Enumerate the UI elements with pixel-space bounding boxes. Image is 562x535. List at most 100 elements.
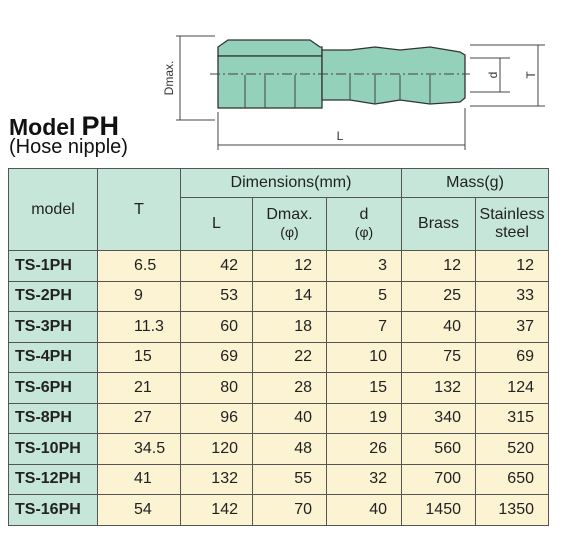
title: Model PH [9,111,119,142]
table-row: TS-6PH 21 80 28 15 132 124 [8,372,549,404]
diagram: Dmax. L d T [162,35,545,150]
title-model: PH [81,111,119,141]
model-cell: TS-8PH [8,402,98,434]
value-cell: 1450 [401,494,476,526]
value-cell: 40 [252,402,327,434]
table-row: TS-12PH 41 132 55 32 700 650 [8,463,549,495]
value-cell: 22 [252,341,327,373]
value-cell: 26 [326,433,402,465]
header-t: T [97,168,181,251]
value-cell: 132 [180,463,253,495]
value-cell: 75 [401,341,476,373]
value-cell: 55 [252,463,327,495]
value-cell: 15 [326,372,402,404]
header-dmax: Dmax. (φ) [252,197,327,251]
value-cell: 19 [326,402,402,434]
value-cell: 42 [180,250,253,282]
header-stainless: Stainless steel [475,197,549,251]
value-cell: 69 [475,341,549,373]
value-cell: 40 [326,494,402,526]
model-cell: TS-1PH [8,250,98,282]
value-cell: 520 [475,433,549,465]
value-cell: 7 [326,311,402,343]
value-cell: 53 [180,280,253,312]
header-l: L [180,197,253,251]
value-cell: 34.5 [97,433,181,465]
header-mass: Mass(g) [401,168,549,198]
value-cell: 12 [252,250,327,282]
detail-lines [210,73,470,108]
nipple-drawing [217,39,466,109]
value-cell: 6.5 [97,250,181,282]
value-cell: 124 [475,372,549,404]
value-cell: 120 [180,433,253,465]
value-cell: 1350 [475,494,549,526]
table-row: TS-3PH 11.3 60 18 7 40 37 [8,311,549,343]
value-cell: 14 [252,280,327,312]
header-text: d [359,206,369,223]
model-cell: TS-6PH [8,372,98,404]
model-cell: TS-4PH [8,341,98,373]
value-cell: 28 [252,372,327,404]
table-row: TS-8PH 27 96 40 19 340 315 [8,402,549,434]
header-unit: (φ) [280,224,299,240]
header-unit: (φ) [354,224,374,240]
value-cell: 40 [401,311,476,343]
header-d: d (φ) [326,197,402,251]
value-cell: 96 [180,402,253,434]
value-cell: 650 [475,463,549,495]
value-cell: 10 [326,341,402,373]
value-cell: 60 [180,311,253,343]
header-text: Dmax. [266,206,313,223]
value-cell: 5 [326,280,402,312]
header-brass: Brass [401,197,476,251]
value-cell: 37 [475,311,549,343]
value-cell: 340 [401,402,476,434]
dmax-label: Dmax. [162,61,176,96]
value-cell: 142 [180,494,253,526]
value-cell: 11.3 [97,311,181,343]
dimension-lines [176,35,545,150]
model-cell: TS-10PH [8,433,98,465]
model-cell: TS-16PH [8,494,98,526]
value-cell: 132 [401,372,476,404]
value-cell: 54 [97,494,181,526]
header-dimensions: Dimensions(mm) [180,168,402,198]
value-cell: 21 [97,372,181,404]
d-label: d [486,72,500,79]
table-body: TS-1PH 6.5 42 12 3 12 12 TS-2PH 9 53 14 5 25 33 TS-3PH… [8,250,549,526]
value-cell: 700 [401,463,476,495]
value-cell: 69 [180,341,253,373]
model-cell: TS-3PH [8,311,98,343]
header-model: model [8,168,98,251]
value-cell: 27 [97,402,181,434]
value-cell: 48 [252,433,327,465]
value-cell: 560 [401,433,476,465]
model-cell: TS-12PH [8,463,98,495]
l-label: L [337,129,344,143]
table-row: TS-10PH 34.5 120 48 26 560 520 [8,433,549,465]
value-cell: 33 [475,280,549,312]
value-cell: 25 [401,280,476,312]
value-cell: 12 [475,250,549,282]
table-row: TS-4PH 15 69 22 10 75 69 [8,341,549,373]
value-cell: 41 [97,463,181,495]
table-row: TS-1PH 6.5 42 12 3 12 12 [8,250,549,282]
value-cell: 315 [475,402,549,434]
model-cell: TS-2PH [8,280,98,312]
value-cell: 9 [97,280,181,312]
subtitle: (Hose nipple) [9,136,128,158]
value-cell: 15 [97,341,181,373]
t-label: T [524,71,538,79]
value-cell: 32 [326,463,402,495]
spec-table: model T Dimensions(mm) Mass(g) L Dmax. (φ… [8,168,549,526]
value-cell: 3 [326,250,402,282]
title-prefix: Model [9,114,76,140]
table-row: TS-2PH 9 53 14 5 25 33 [8,280,549,312]
value-cell: 18 [252,311,327,343]
value-cell: 70 [252,494,327,526]
value-cell: 80 [180,372,253,404]
table-row: TS-16PH 54 142 70 40 1450 1350 [8,494,549,526]
value-cell: 12 [401,250,476,282]
